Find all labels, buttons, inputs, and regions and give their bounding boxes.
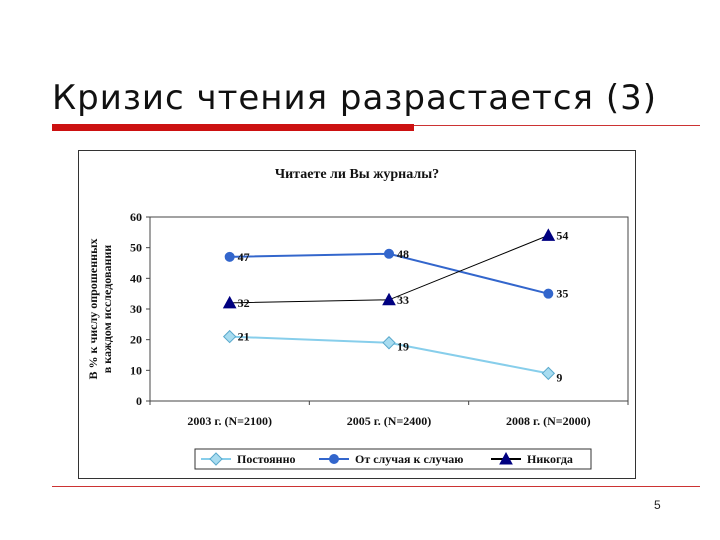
data-label: 9	[556, 370, 562, 384]
data-point	[382, 336, 396, 350]
data-point	[222, 329, 237, 344]
y-tick-label: 30	[130, 302, 142, 316]
y-tick-label: 10	[130, 363, 142, 377]
slide-title: Кризис чтения разрастается (3)	[52, 78, 657, 118]
data-point	[541, 366, 556, 381]
data-label: 54	[556, 228, 568, 242]
chart-title: Читаете ли Вы журналы?	[275, 167, 439, 182]
data-label: 35	[556, 287, 568, 301]
legend-entry: Никогда	[527, 452, 573, 466]
footer-rule	[52, 486, 700, 487]
legend-box	[194, 448, 592, 470]
data-label: 19	[397, 340, 409, 354]
y-axis-label-line1: В % к числу опрошенных	[86, 239, 100, 380]
y-tick-label: 60	[130, 210, 142, 224]
data-point	[543, 288, 554, 299]
y-tick-label: 40	[130, 271, 142, 285]
title-accent-bar	[52, 124, 414, 131]
chart-frame: Читаете ли Вы журналы? В % к числу опрош…	[78, 150, 636, 479]
data-point	[541, 228, 556, 241]
legend-entry: Постоянно	[237, 452, 296, 466]
y-tick-label: 0	[136, 394, 142, 408]
chart-svg: Читаете ли Вы журналы? В % к числу опрош…	[86, 167, 629, 470]
data-point	[224, 251, 235, 262]
series-line	[229, 234, 549, 304]
page-number: 5	[654, 498, 661, 512]
x-tick-label: 2008 г. (N=2000)	[506, 414, 591, 428]
data-label: 48	[397, 247, 409, 261]
data-point	[384, 248, 394, 259]
y-tick-label: 50	[130, 241, 142, 255]
series-line	[229, 252, 549, 295]
data-label: 21	[238, 330, 250, 344]
data-label: 33	[397, 293, 409, 307]
data-point	[222, 295, 237, 309]
legend-marker	[209, 452, 223, 466]
legend-entry: От случая к случаю	[355, 452, 463, 466]
legend-marker	[499, 451, 513, 465]
data-label: 47	[238, 250, 250, 264]
x-tick-label: 2005 г. (N=2400)	[347, 414, 432, 428]
y-tick-label: 20	[130, 333, 142, 347]
data-label: 32	[238, 296, 250, 310]
x-tick-label: 2003 г. (N=2100)	[187, 414, 272, 428]
y-axis-label-line2: в каждом исследовании	[100, 245, 114, 373]
data-point	[382, 292, 396, 306]
legend-marker	[329, 454, 339, 464]
